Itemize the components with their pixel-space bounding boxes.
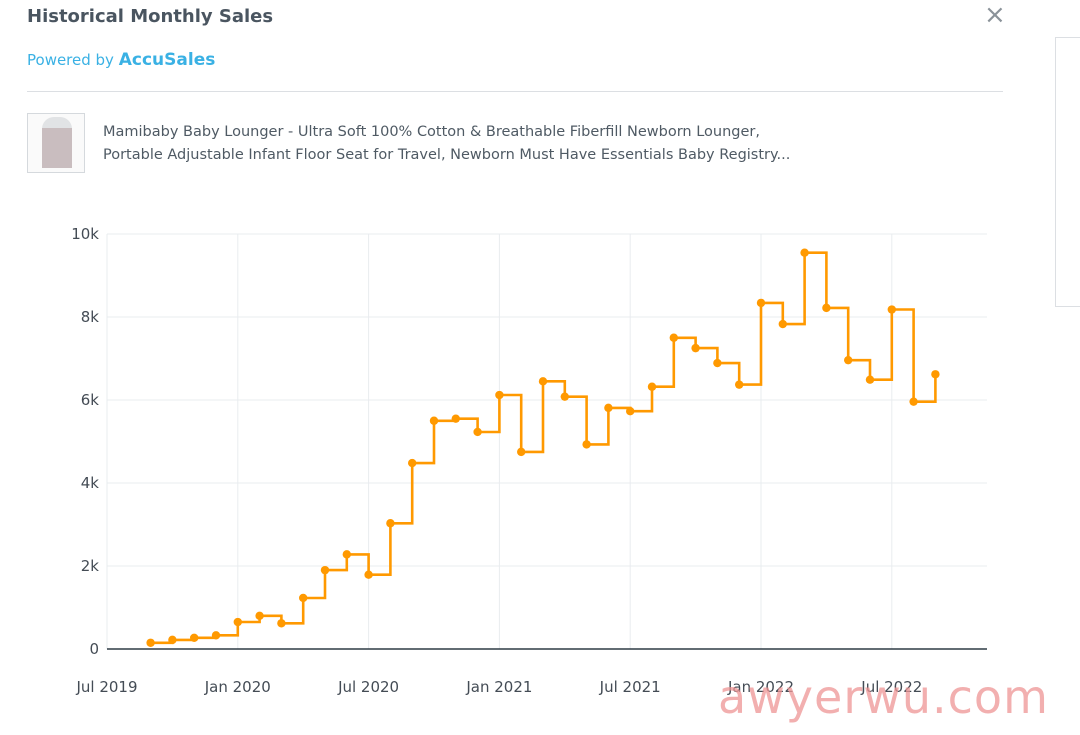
data-point-2021-04[interactable] [560, 392, 569, 401]
product-title-line-1: Mamibaby Baby Lounger - Ultra Soft 100% … [103, 124, 760, 140]
data-point-2020-04[interactable] [299, 593, 308, 603]
data-point-2020-02[interactable] [255, 611, 264, 620]
powered-by-prefix: Powered by [27, 51, 114, 69]
product-title-line-2: Portable Adjustable Infant Floor Seat fo… [103, 147, 791, 163]
data-point-2021-09[interactable] [669, 333, 678, 342]
x-tick-label: Jan 2021 [465, 678, 532, 696]
x-tick-label: Jul 2020 [337, 678, 399, 696]
data-point-2020-01[interactable] [233, 617, 242, 627]
x-tick-label: Jan 2020 [204, 678, 271, 696]
data-point-2021-05[interactable] [582, 440, 591, 449]
data-point-2022-04[interactable] [822, 303, 831, 313]
data-point-2022-06[interactable] [865, 375, 875, 384]
data-point-2022-02[interactable] [778, 319, 787, 329]
data-point-2022-01[interactable] [756, 298, 766, 308]
powered-by: Powered by AccuSales [27, 50, 215, 70]
data-point-2019-12[interactable] [211, 631, 221, 640]
data-point-2021-06[interactable] [604, 403, 613, 413]
watermark: awyerwu.com [718, 670, 1049, 724]
brand-name[interactable]: AccuSales [118, 50, 216, 70]
data-point-2020-12[interactable] [473, 427, 482, 437]
header-divider [27, 91, 1003, 92]
y-tick-label: 0 [89, 640, 99, 658]
data-point-2020-03[interactable] [277, 619, 286, 628]
x-tick-label: Jul 2021 [599, 678, 661, 696]
data-point-2021-08[interactable] [647, 382, 657, 391]
data-point-2021-07[interactable] [626, 407, 635, 416]
data-point-2020-06[interactable] [342, 550, 351, 559]
y-tick-label: 4k [81, 474, 100, 492]
data-point-2021-03[interactable] [538, 377, 548, 386]
sales-step-line [150, 251, 937, 645]
y-axis-labels: 0 2k 4k 6k 8k 10k [71, 225, 99, 658]
x-axis-labels: Jul 2019 Jan 2020 Jul 2020 Jan 2021 Jul 2021… [75, 678, 922, 696]
product-title: Mamibaby Baby Lounger - Ultra Soft 100% … [103, 121, 790, 167]
product-thumbnail [27, 113, 85, 173]
y-tick-label: 8k [81, 308, 100, 326]
data-point-2021-12[interactable] [735, 380, 744, 389]
data-point-2019-10[interactable] [168, 635, 177, 645]
x-tick-label: Jul 2022 [860, 678, 922, 696]
data-point-2021-10[interactable] [691, 343, 700, 353]
data-point-2021-01[interactable] [495, 390, 504, 400]
dialog-title: Historical Monthly Sales [27, 6, 274, 27]
data-point-2021-02[interactable] [517, 447, 526, 457]
data-point-2022-07[interactable] [887, 305, 896, 314]
data-point-2019-09[interactable] [146, 638, 155, 647]
data-point-2020-11[interactable] [451, 414, 460, 423]
sales-points [146, 248, 940, 647]
y-tick-label: 6k [81, 391, 100, 409]
x-tick-label: Jan 2022 [727, 678, 794, 696]
data-point-2020-09[interactable] [408, 458, 417, 468]
data-point-2021-11[interactable] [713, 358, 722, 368]
data-point-2022-08[interactable] [909, 397, 918, 406]
data-point-2020-10[interactable] [429, 416, 439, 425]
chart-grid [106, 233, 987, 649]
data-point-2020-05[interactable] [320, 565, 330, 575]
x-tick-label: Jul 2019 [75, 678, 137, 696]
data-point-2020-08[interactable] [386, 519, 395, 528]
data-point-2019-11[interactable] [190, 633, 199, 642]
y-tick-label: 2k [81, 557, 100, 575]
data-point-2022-05[interactable] [844, 355, 853, 365]
data-point-2020-07[interactable] [364, 570, 373, 579]
y-tick-label: 10k [71, 225, 99, 243]
data-point-2022-03[interactable] [800, 248, 809, 257]
data-point-2022-09[interactable] [931, 370, 940, 379]
side-panel [1055, 37, 1080, 307]
close-icon[interactable]: × [984, 0, 1006, 30]
